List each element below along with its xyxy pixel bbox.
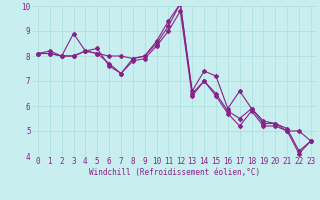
X-axis label: Windchill (Refroidissement éolien,°C): Windchill (Refroidissement éolien,°C) bbox=[89, 168, 260, 177]
